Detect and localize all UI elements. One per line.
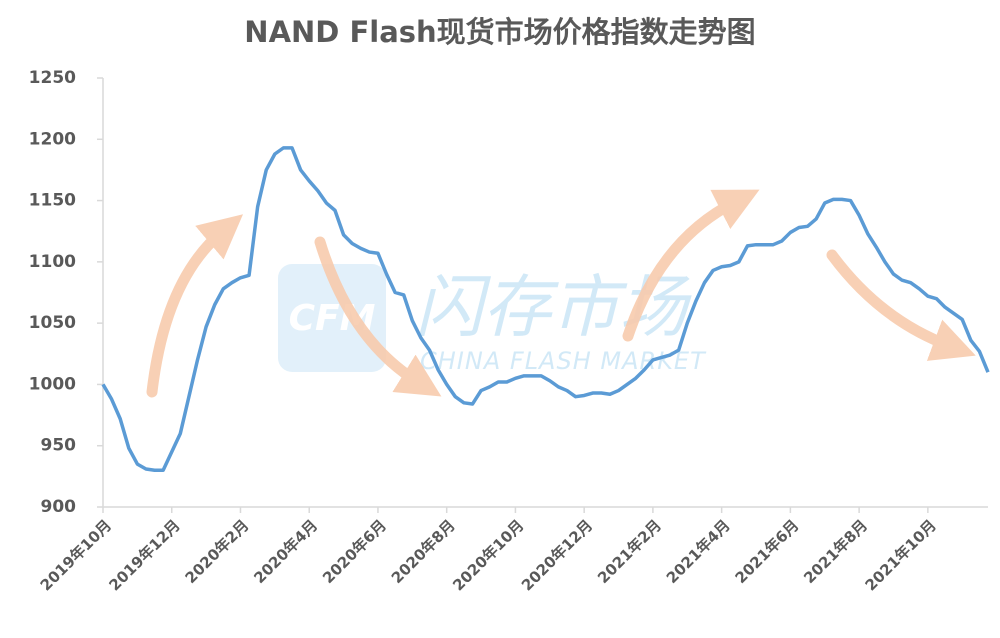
chart-title: NAND Flash现货市场价格指数走势图 bbox=[244, 15, 755, 49]
data-line bbox=[101, 146, 990, 472]
watermark-english: CHINA FLASH MARKET bbox=[420, 347, 707, 375]
y-tick-label: 1050 bbox=[29, 313, 76, 333]
x-tick-label: 2019年12月 bbox=[106, 516, 184, 594]
x-tick-label: 2021年4月 bbox=[663, 516, 734, 587]
watermark: CFM 闪存市场 CHINA FLASH MARKET bbox=[278, 264, 707, 375]
y-tick-label: 1200 bbox=[29, 129, 76, 149]
x-tick-label: 2021年6月 bbox=[732, 516, 803, 587]
x-tick-label: 2020年4月 bbox=[250, 516, 321, 587]
watermark-logo-box bbox=[278, 264, 386, 372]
x-tick-label: 2019年10月 bbox=[37, 516, 115, 594]
y-tick-label: 1000 bbox=[29, 374, 76, 394]
y-tick-label: 1100 bbox=[29, 252, 76, 272]
arrow-up bbox=[146, 214, 244, 398]
arrow-down bbox=[314, 236, 442, 397]
x-tick-label: 2020年10月 bbox=[449, 516, 527, 594]
y-tick-label: 1250 bbox=[29, 68, 76, 88]
y-tick-label: 900 bbox=[41, 497, 77, 517]
y-tick-label: 950 bbox=[41, 436, 77, 456]
trend-arrows bbox=[146, 189, 976, 398]
x-tick-label: 2020年12月 bbox=[518, 516, 596, 594]
arrow-down bbox=[826, 249, 976, 361]
y-tick-label: 1150 bbox=[29, 191, 76, 211]
x-tick-label: 2020年2月 bbox=[182, 516, 253, 587]
x-tick-label: 2020年6月 bbox=[319, 516, 390, 587]
arrow-up bbox=[622, 189, 760, 342]
x-tick-label: 2021年10月 bbox=[862, 516, 940, 594]
x-tick-label: 2021年2月 bbox=[594, 516, 665, 587]
x-tick-label: 2021年8月 bbox=[800, 516, 871, 587]
x-tick-label: 2020年8月 bbox=[388, 516, 459, 587]
